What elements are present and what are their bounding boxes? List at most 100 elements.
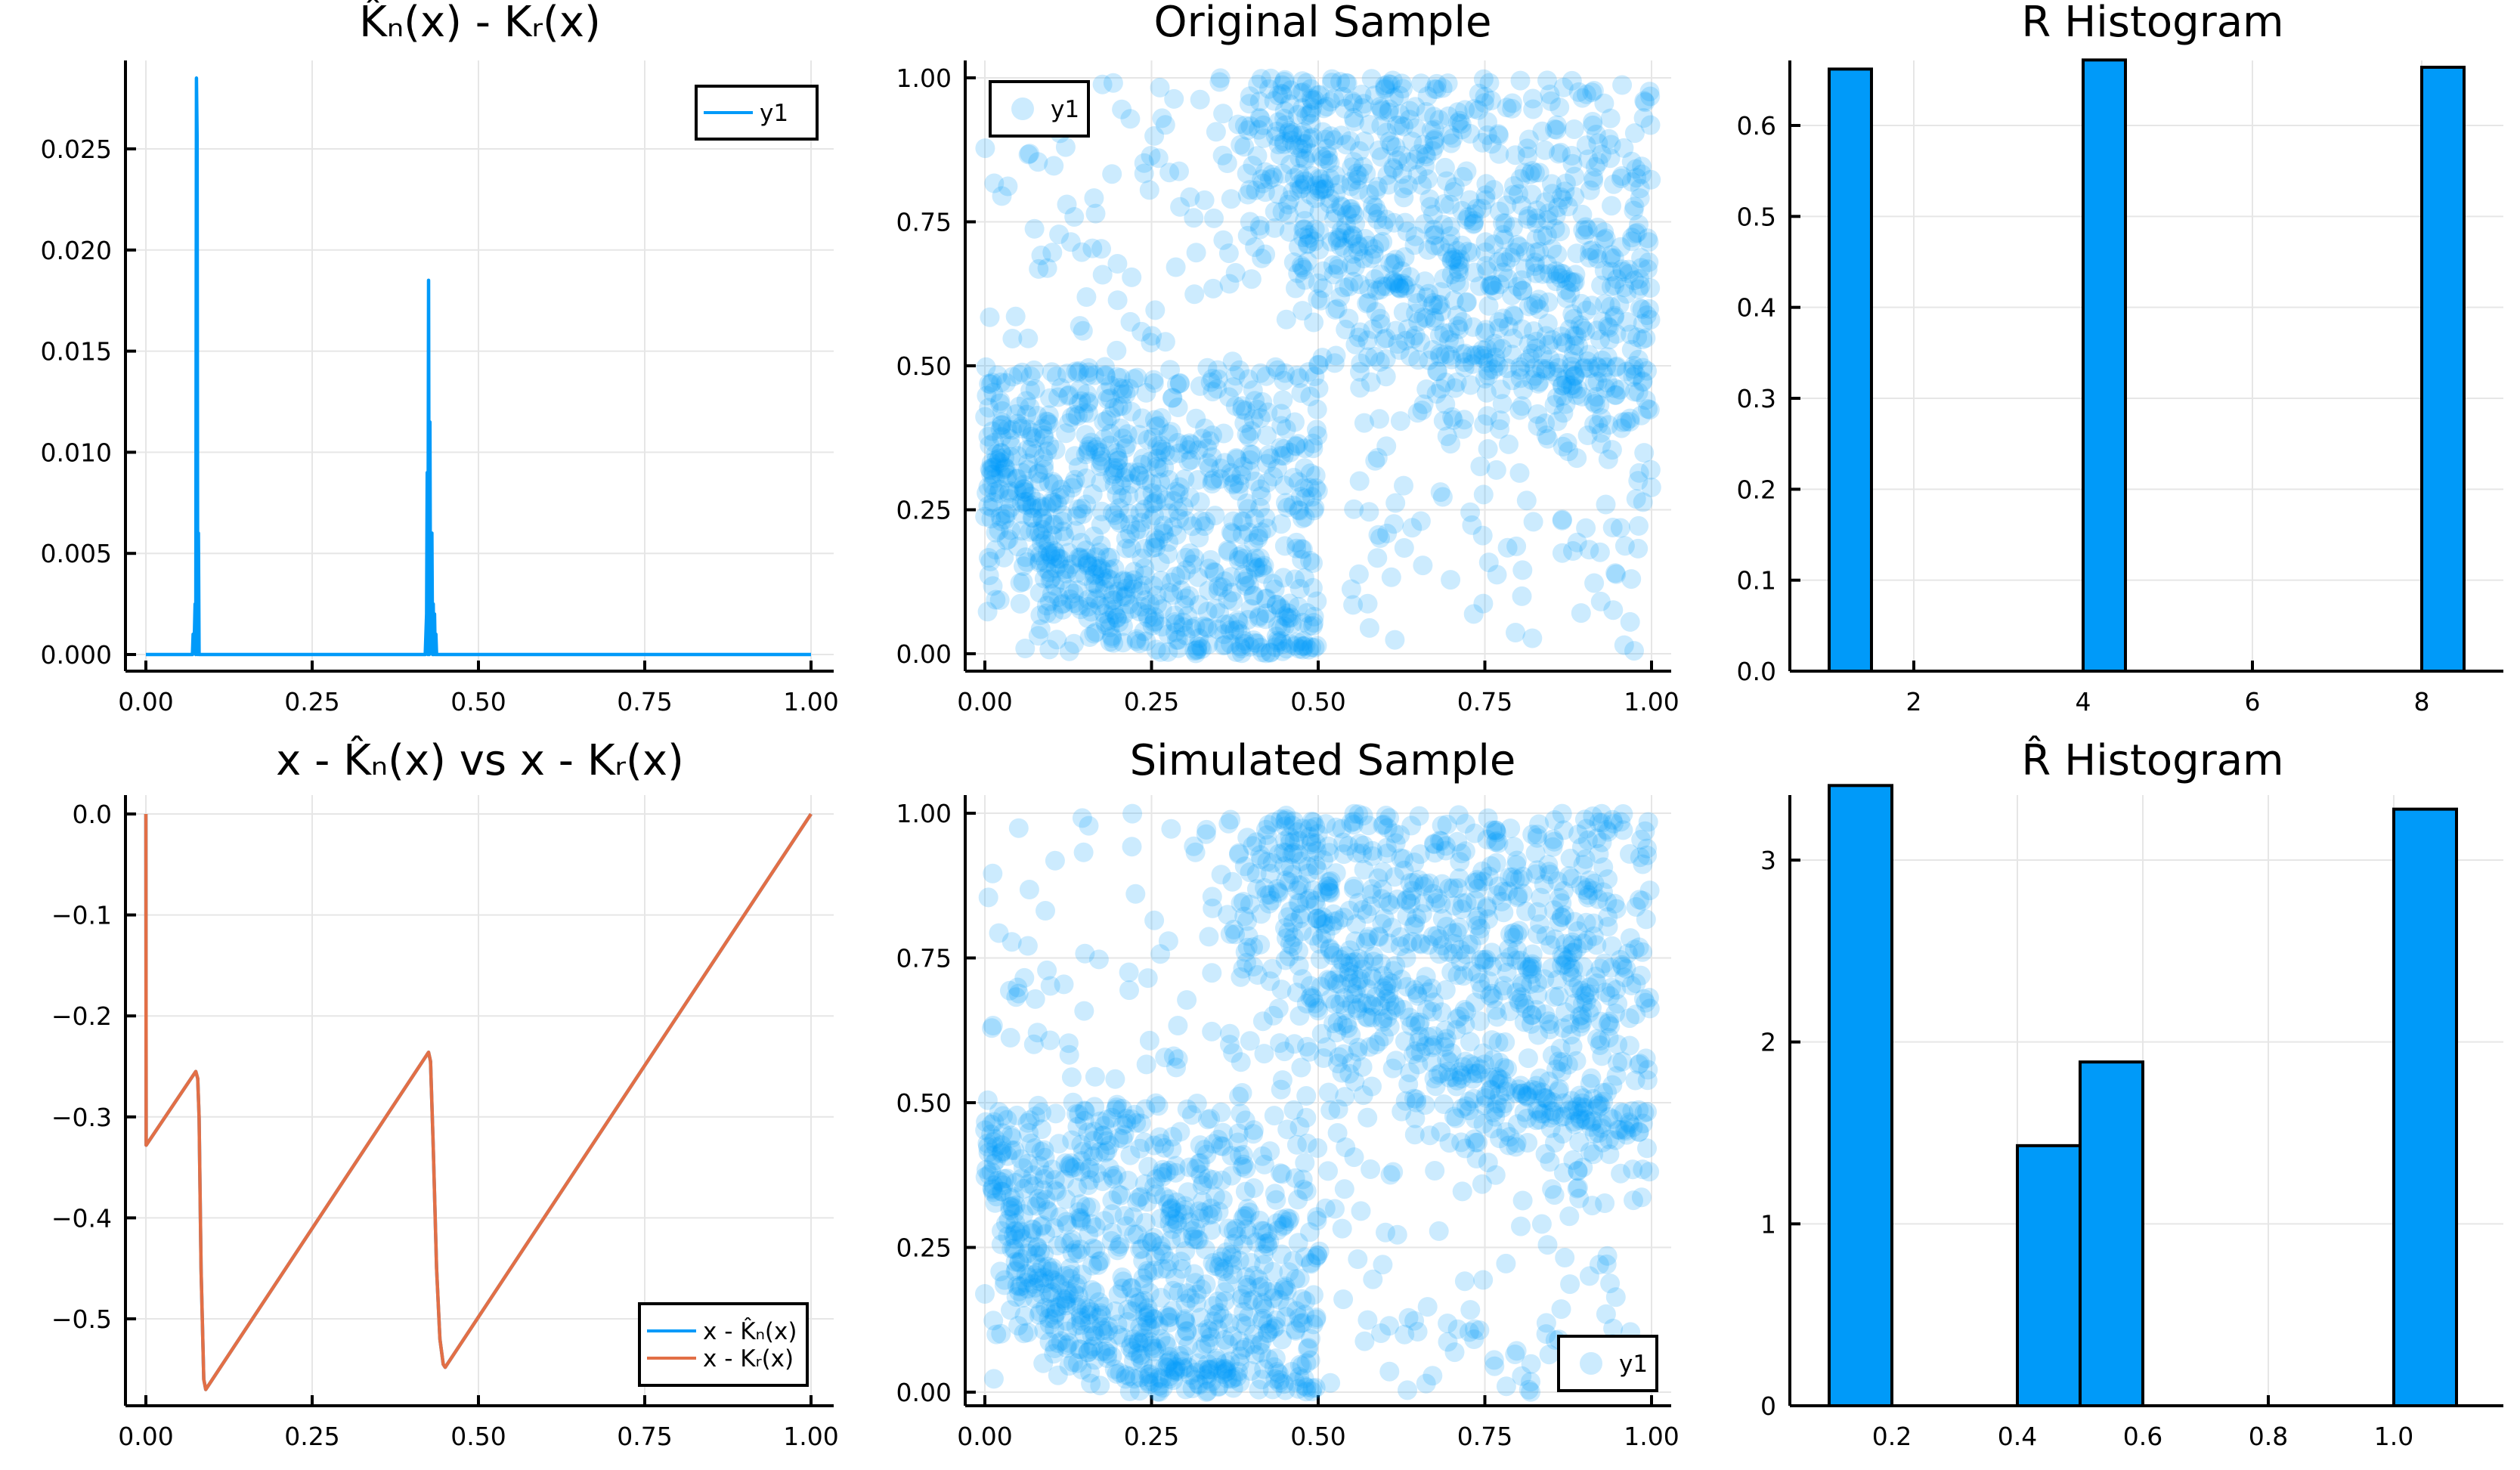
scatter-point — [1010, 593, 1030, 614]
scatter-point — [1610, 379, 1630, 400]
scatter-point — [1268, 633, 1288, 653]
scatter-point — [1231, 624, 1251, 644]
scatter-point — [1537, 314, 1558, 334]
scatter-point — [1058, 543, 1079, 563]
scatter-point — [1143, 538, 1163, 558]
scatter-point — [1417, 86, 1438, 107]
scatter-point — [1218, 540, 1238, 560]
scatter-point — [984, 173, 1005, 193]
scatter-point — [1620, 611, 1640, 632]
scatter-point — [1101, 423, 1121, 444]
scatter-point — [1332, 819, 1352, 839]
scatter-point — [1385, 274, 1405, 294]
scatter-point — [977, 483, 997, 503]
scatter-point — [1221, 189, 1241, 209]
scatter-point — [1289, 831, 1309, 851]
scatter-point — [1373, 814, 1394, 834]
scatter-point — [1070, 361, 1089, 381]
scatter-point — [1104, 559, 1125, 579]
scatter-point — [1218, 590, 1238, 610]
scatter-point — [1149, 416, 1169, 436]
scatter-point — [1384, 159, 1404, 179]
scatter-point — [1273, 568, 1293, 588]
scatter-point — [1005, 1229, 1026, 1249]
scatter-point — [1052, 512, 1073, 532]
scatter-point — [1094, 412, 1114, 432]
scatter-point — [1640, 278, 1661, 298]
scatter-point — [977, 602, 998, 622]
scatter-point — [1437, 171, 1457, 191]
scatter-point — [1076, 287, 1097, 307]
scatter-point — [1616, 283, 1636, 304]
scatter-point — [1239, 522, 1259, 543]
scatter-point — [998, 529, 1019, 549]
scatter-point — [1448, 252, 1468, 272]
scatter-point — [1076, 425, 1096, 445]
scatter-point — [1553, 1018, 1573, 1038]
scatter-point — [1151, 571, 1172, 591]
scatter-point — [1507, 235, 1528, 255]
scatter-point — [1265, 218, 1285, 238]
scatter-point — [1452, 119, 1472, 140]
scatter-point — [1059, 385, 1079, 405]
scatter-point — [1457, 1001, 1476, 1022]
scatter-point — [1439, 1133, 1460, 1153]
scatter-point — [1094, 604, 1115, 624]
scatter-point — [1137, 604, 1157, 624]
panel-diff-line: K̂ₙ(x) - Kᵣ(x) 0.00 0.25 0.50 0.75 1.000.000… — [41, 0, 839, 716]
scatter-point — [1102, 1223, 1122, 1243]
scatter-point — [1042, 362, 1062, 382]
scatter-point — [1012, 463, 1032, 483]
scatter-point — [1033, 1353, 1054, 1373]
scatter-point — [1481, 856, 1501, 876]
scatter-point — [1278, 603, 1299, 624]
scatter-point — [1633, 492, 1653, 512]
scatter-point — [1315, 178, 1336, 199]
scatter-point — [1580, 180, 1600, 200]
scatter-point — [1628, 538, 1649, 559]
scatter-point — [1240, 180, 1260, 200]
x-tick-label: 1.00 — [1624, 687, 1679, 716]
scatter-point — [1039, 435, 1060, 456]
scatter-point — [975, 407, 995, 427]
scatter-point — [1083, 1238, 1103, 1258]
scatter-point — [1000, 1028, 1020, 1048]
scatter-point — [1441, 962, 1462, 982]
scatter-point — [1312, 348, 1333, 368]
scatter-point — [1305, 466, 1326, 486]
scatter-point — [1016, 482, 1036, 503]
scatter-point — [989, 590, 1010, 610]
scatter-point — [1377, 523, 1398, 543]
scatter-point — [1330, 236, 1351, 256]
scatter-point — [1045, 850, 1065, 871]
scatter-point — [1020, 486, 1041, 506]
scatter-point — [1245, 237, 1265, 257]
scatter-point — [1047, 630, 1067, 650]
scatter-point — [1588, 415, 1608, 435]
scatter-point — [1028, 464, 1048, 484]
scatter-point — [1293, 227, 1314, 248]
scatter-point — [1389, 340, 1410, 361]
scatter-point — [1416, 379, 1437, 399]
scatter-point — [1356, 163, 1376, 184]
scatter-point — [1042, 583, 1062, 604]
scatter-point — [1075, 566, 1095, 586]
panel-curves-line: x - K̂ₙ(x) vs x - Kᵣ(x) 0.00 0.25 0.50 0.75… — [51, 736, 839, 1451]
scatter-point — [1567, 385, 1587, 405]
scatter-point — [1512, 280, 1533, 301]
scatter-point — [1486, 353, 1506, 373]
scatter-point — [1354, 413, 1374, 433]
scatter-point — [1526, 208, 1546, 228]
x-tick-label: 4 — [2076, 687, 2091, 716]
scatter-point — [1031, 245, 1051, 265]
chart-title: R̂ Histogram — [2021, 736, 2283, 785]
scatter-point — [1110, 512, 1130, 533]
scatter-point — [1562, 70, 1582, 91]
y-tick-label: 0.50 — [896, 1088, 952, 1118]
scatter-point — [1320, 169, 1340, 189]
scatter-point — [1146, 416, 1166, 437]
scatter-point — [1598, 869, 1618, 890]
scatter-point — [1168, 1016, 1188, 1035]
scatter-point — [1295, 458, 1314, 478]
scatter-point — [978, 426, 998, 447]
